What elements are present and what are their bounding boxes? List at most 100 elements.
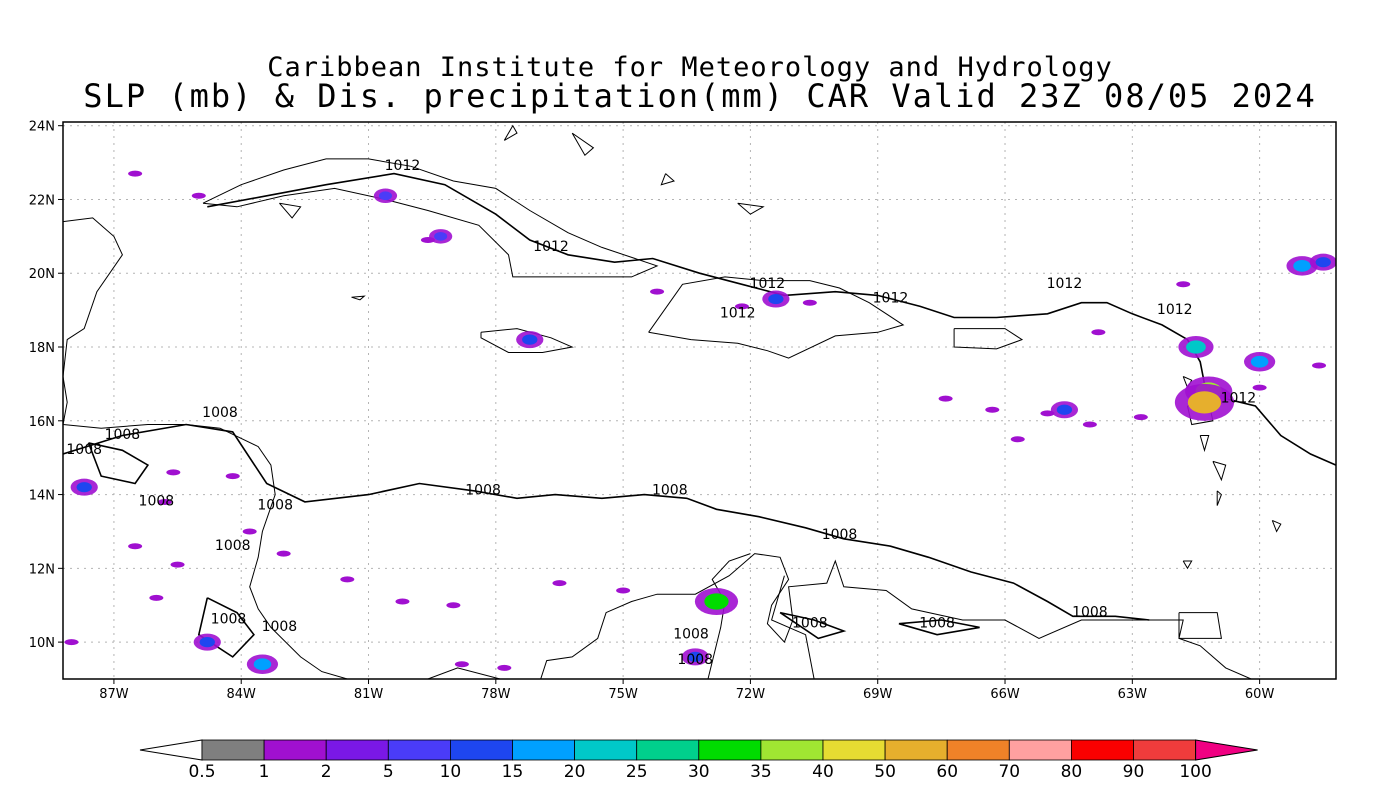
colorbar-label: 5 xyxy=(383,762,394,782)
lat-tick-label: 20N xyxy=(29,267,55,282)
light-shower xyxy=(1040,410,1055,417)
coastline xyxy=(1199,435,1210,453)
colorbar-swatch xyxy=(1071,739,1134,761)
precip-core xyxy=(1187,391,1222,414)
lon-tick-label: 72W xyxy=(736,687,766,702)
colorbar-swatch xyxy=(325,739,389,761)
coastline xyxy=(1212,460,1227,482)
isobar-label: 1008 xyxy=(66,442,102,458)
isobar xyxy=(898,619,980,636)
lat-tick-label: 10N xyxy=(29,636,55,651)
isobar xyxy=(207,172,1336,466)
lat-tick-label: 24N xyxy=(29,120,55,135)
lon-tick-label: 87W xyxy=(99,687,129,702)
light-shower xyxy=(802,299,817,306)
light-shower xyxy=(938,395,953,402)
coastline xyxy=(648,276,905,359)
light-shower xyxy=(734,303,749,310)
precip-core xyxy=(199,637,215,648)
lon-tick-label: 78W xyxy=(481,687,511,702)
lat-tick-label: 12N xyxy=(29,562,55,577)
light-shower xyxy=(128,543,143,550)
light-shower xyxy=(1133,414,1148,421)
lon-tick-label: 81W xyxy=(354,687,384,702)
light-shower xyxy=(276,550,291,557)
lat-tick-label: 16N xyxy=(29,415,55,430)
coastline xyxy=(1271,519,1282,533)
isobar-label: 1012 xyxy=(533,239,569,255)
colorbar-swatch xyxy=(822,739,886,761)
light-shower xyxy=(552,580,567,587)
isobar-label: 1012 xyxy=(385,158,421,174)
precip-core xyxy=(522,334,538,345)
precip-core xyxy=(1186,340,1206,354)
colorbar-label: 0.5 xyxy=(188,762,215,782)
light-shower xyxy=(1176,281,1191,288)
colorbar-label: 35 xyxy=(750,762,772,782)
precip-core xyxy=(1056,404,1073,415)
precip-core xyxy=(253,658,272,671)
colorbar-swatch xyxy=(1008,739,1072,761)
colorbar-label: 80 xyxy=(1061,762,1083,782)
coastline xyxy=(503,124,518,141)
light-shower xyxy=(446,602,461,609)
light-shower xyxy=(170,561,185,568)
precip-core xyxy=(434,232,448,241)
light-shower xyxy=(420,237,435,244)
colorbar-swatch xyxy=(263,739,327,761)
isobar-label: 1008 xyxy=(792,615,828,631)
isobar-label: 1008 xyxy=(211,612,247,628)
isobar xyxy=(197,597,255,658)
light-shower xyxy=(1252,384,1267,391)
lon-tick-label: 66W xyxy=(990,687,1020,702)
precip-core xyxy=(1293,260,1311,272)
light-shower xyxy=(1091,329,1106,336)
colorbar-label: 1 xyxy=(259,762,270,782)
isobar-label: 1008 xyxy=(202,405,238,421)
coastline xyxy=(571,132,595,156)
lon-tick-label: 63W xyxy=(1118,687,1148,702)
colorbar-swatch xyxy=(201,739,265,761)
colorbar-label: 100 xyxy=(1179,762,1211,782)
longitude-ticks: 87W 84W 81W 78W 75W 72W 69W 66W 63W 60W xyxy=(99,679,1274,702)
lon-tick-label: 84W xyxy=(227,687,257,702)
coastline xyxy=(707,553,751,679)
isobar-label: 1008 xyxy=(677,652,713,668)
map-frame xyxy=(62,121,1337,680)
light-shower xyxy=(340,576,355,583)
light-shower xyxy=(395,598,410,605)
light-shower xyxy=(454,661,469,668)
lat-tick-label: 22N xyxy=(29,193,55,208)
isobar-label: 1008 xyxy=(673,626,709,642)
colorbar-high-arrow xyxy=(1195,739,1258,761)
isobar-label: 1008 xyxy=(822,527,858,543)
colorbar-swatch xyxy=(387,739,451,761)
colorbar-swatch xyxy=(1133,739,1196,761)
isobar xyxy=(779,611,847,640)
colorbar-label: 50 xyxy=(874,762,896,782)
coastline xyxy=(1216,490,1222,506)
light-shower xyxy=(1082,421,1097,428)
colorbar-swatch xyxy=(636,739,700,761)
light-shower xyxy=(149,594,164,601)
precip-core xyxy=(1315,257,1331,268)
isobar-label: 1008 xyxy=(919,615,955,631)
lat-tick-label: 18N xyxy=(29,341,55,356)
colorbar-label: 10 xyxy=(440,762,462,782)
isobar-label: 1012 xyxy=(1221,390,1257,406)
precip-core xyxy=(1250,355,1269,368)
light-shower xyxy=(1010,436,1025,443)
precipitation-field xyxy=(64,170,1336,674)
colorbar-label: 30 xyxy=(688,762,710,782)
latitude-ticks: 24N 22N 20N 18N 16N 14N 12N 10N xyxy=(29,120,63,651)
coastline xyxy=(202,158,659,278)
isobar-label: 1008 xyxy=(257,497,293,513)
colorbar-label: 90 xyxy=(1123,762,1145,782)
isobar-label: 1012 xyxy=(1157,302,1193,318)
colorbar-label: 70 xyxy=(998,762,1020,782)
isobar-label: 1008 xyxy=(1072,604,1108,620)
light-shower xyxy=(225,473,240,480)
colorbar-label: 40 xyxy=(812,762,834,782)
colorbar-swatch xyxy=(884,739,948,761)
